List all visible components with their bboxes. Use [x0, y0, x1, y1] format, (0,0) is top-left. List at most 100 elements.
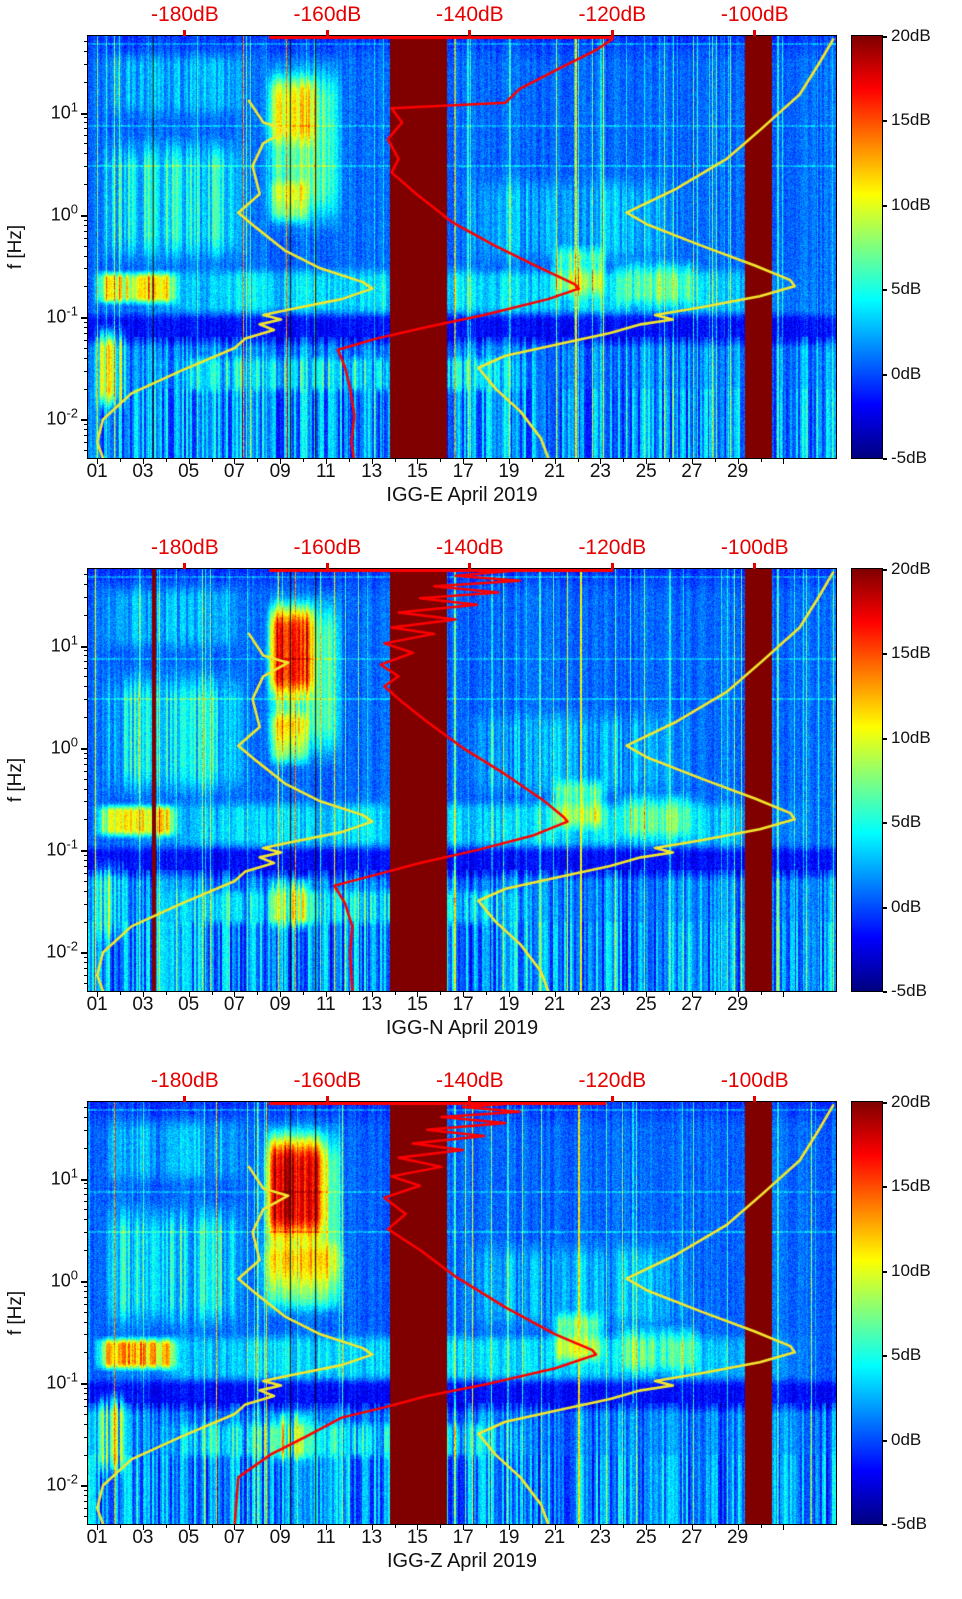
y-axis-tick-mark [81, 645, 87, 648]
x-axis-minor-tick [211, 992, 213, 995]
y-axis-minor-tick [84, 255, 87, 257]
x-axis-tick-mark [234, 1525, 236, 1530]
y-axis-minor-tick [84, 321, 87, 323]
x-axis-tick-label: 11 [316, 1527, 336, 1548]
y-axis-minor-tick [84, 1436, 87, 1438]
x-axis-minor-tick [120, 992, 122, 995]
colorbar-tick-mark [883, 120, 887, 123]
colorbar-tick-mark [883, 1270, 887, 1273]
y-axis-tick-label: 100 [50, 734, 78, 758]
x-axis-tick-mark [554, 459, 556, 464]
x-axis-tick-label: 23 [589, 994, 611, 1015]
colorbar-tick-label: 15dB [891, 1176, 931, 1196]
x-axis-minor-tick [394, 992, 396, 995]
y-axis-minor-tick [84, 583, 87, 585]
top-axis-tick-label: -100dB [720, 3, 789, 26]
y-axis-minor-tick [84, 1413, 87, 1415]
spectrogram-canvas [88, 1102, 836, 1524]
x-axis-tick-label: 27 [681, 1527, 703, 1548]
top-axis-tick-mark [325, 30, 329, 36]
y-axis-minor-tick [84, 1454, 87, 1456]
x-axis-tick-mark [783, 1525, 785, 1530]
x-axis-tick-label: 09 [269, 461, 291, 482]
y-axis-minor-tick [84, 424, 87, 426]
colorbar-tick-mark [883, 1524, 887, 1526]
colorbar-canvas [852, 1102, 882, 1524]
y-axis-minor-tick [84, 219, 87, 221]
y-axis-minor-tick [84, 778, 87, 780]
x-axis-tick-label: 17 [452, 1527, 474, 1548]
y-axis-minor-tick [84, 1296, 87, 1298]
y-axis-minor-tick [84, 1490, 87, 1492]
x-axis-tick-label: 29 [727, 461, 749, 482]
y-axis-tick-mark [81, 214, 87, 217]
y-axis-minor-tick [84, 1495, 87, 1497]
plot-area [87, 35, 837, 459]
x-axis-tick-mark [417, 459, 419, 464]
y-axis-minor-tick [84, 1352, 87, 1354]
y-axis-minor-tick [84, 983, 87, 985]
y-axis-minor-tick [84, 865, 87, 867]
x-axis-minor-tick [577, 459, 579, 462]
x-axis-tick-mark [554, 992, 556, 997]
y-axis-minor-tick [84, 1321, 87, 1323]
top-axis-tick-mark [610, 30, 614, 36]
x-axis-tick-label: 07 [223, 461, 245, 482]
x-axis-minor-tick [211, 1525, 213, 1528]
x-axis-tick-mark [417, 1525, 419, 1530]
x-axis-minor-tick [577, 992, 579, 995]
y-axis-minor-tick [84, 1285, 87, 1287]
y-axis-minor-tick [84, 1393, 87, 1395]
y-axis-minor-tick [84, 1311, 87, 1313]
y-axis-minor-tick [84, 975, 87, 977]
x-axis-tick-label: 15 [406, 1527, 428, 1548]
colorbar-tick-label: 0dB [891, 1429, 922, 1449]
y-axis-minor-tick [84, 770, 87, 772]
x-axis-minor-tick [303, 1525, 305, 1528]
x-axis-tick-mark [371, 1525, 373, 1530]
x-axis-tick-mark [691, 992, 693, 997]
x-axis-tick-mark [325, 1525, 327, 1530]
y-axis-minor-tick [84, 1194, 87, 1196]
top-axis-tick-label: -180dB [151, 536, 219, 559]
y-axis-tick-label: 100 [50, 201, 78, 225]
y-axis-minor-tick [84, 166, 87, 168]
x-axis-tick-label: 09 [269, 994, 291, 1015]
y-axis-minor-tick [84, 230, 87, 232]
x-axis-minor-tick [714, 992, 716, 995]
top-axis-tick-mark [753, 563, 757, 569]
y-axis-minor-tick [84, 1334, 87, 1336]
x-axis-tick-label: 15 [406, 994, 428, 1015]
x-axis-minor-tick [394, 1525, 396, 1528]
y-axis-minor-tick [84, 268, 87, 270]
x-axis-tick-label: 25 [635, 1527, 657, 1548]
x-axis-tick-label: 23 [589, 1527, 611, 1548]
panel-title: IGG-E April 2019 [386, 484, 538, 506]
colorbar-tick-mark [883, 1355, 887, 1358]
y-axis-tick-label: 10-2 [46, 1471, 78, 1495]
colorbar-canvas [852, 36, 882, 458]
y-axis-minor-tick [84, 686, 87, 688]
x-axis-tick-label: 25 [635, 994, 657, 1015]
colorbar-tick-label: 0dB [891, 896, 922, 916]
x-axis-minor-tick [303, 459, 305, 462]
x-axis-tick-label: 15 [406, 461, 428, 482]
y-axis-tick-mark [81, 419, 87, 422]
x-axis-tick-label: 11 [316, 994, 336, 1015]
top-axis-tick-label: -100dB [720, 1069, 789, 1092]
x-axis-minor-tick [120, 459, 122, 462]
top-axis-tick-mark [468, 563, 472, 569]
colorbar-tick-mark [883, 373, 887, 376]
colorbar-tick-label: 5dB [891, 812, 922, 832]
colorbar-tick-mark [883, 458, 887, 460]
x-axis-tick-mark [600, 459, 602, 464]
colorbar-tick-label: 10dB [891, 1260, 931, 1280]
x-axis-tick-mark [325, 459, 327, 464]
x-axis-tick-mark [463, 1525, 465, 1530]
colorbar-tick-mark [883, 653, 887, 656]
colorbar-tick-label: 20dB [891, 559, 931, 578]
x-axis-tick-mark [371, 992, 373, 997]
colorbar-tick-label: -5dB [891, 448, 927, 467]
colorbar-tick-mark [883, 289, 887, 292]
x-axis-tick-mark [508, 1525, 510, 1530]
